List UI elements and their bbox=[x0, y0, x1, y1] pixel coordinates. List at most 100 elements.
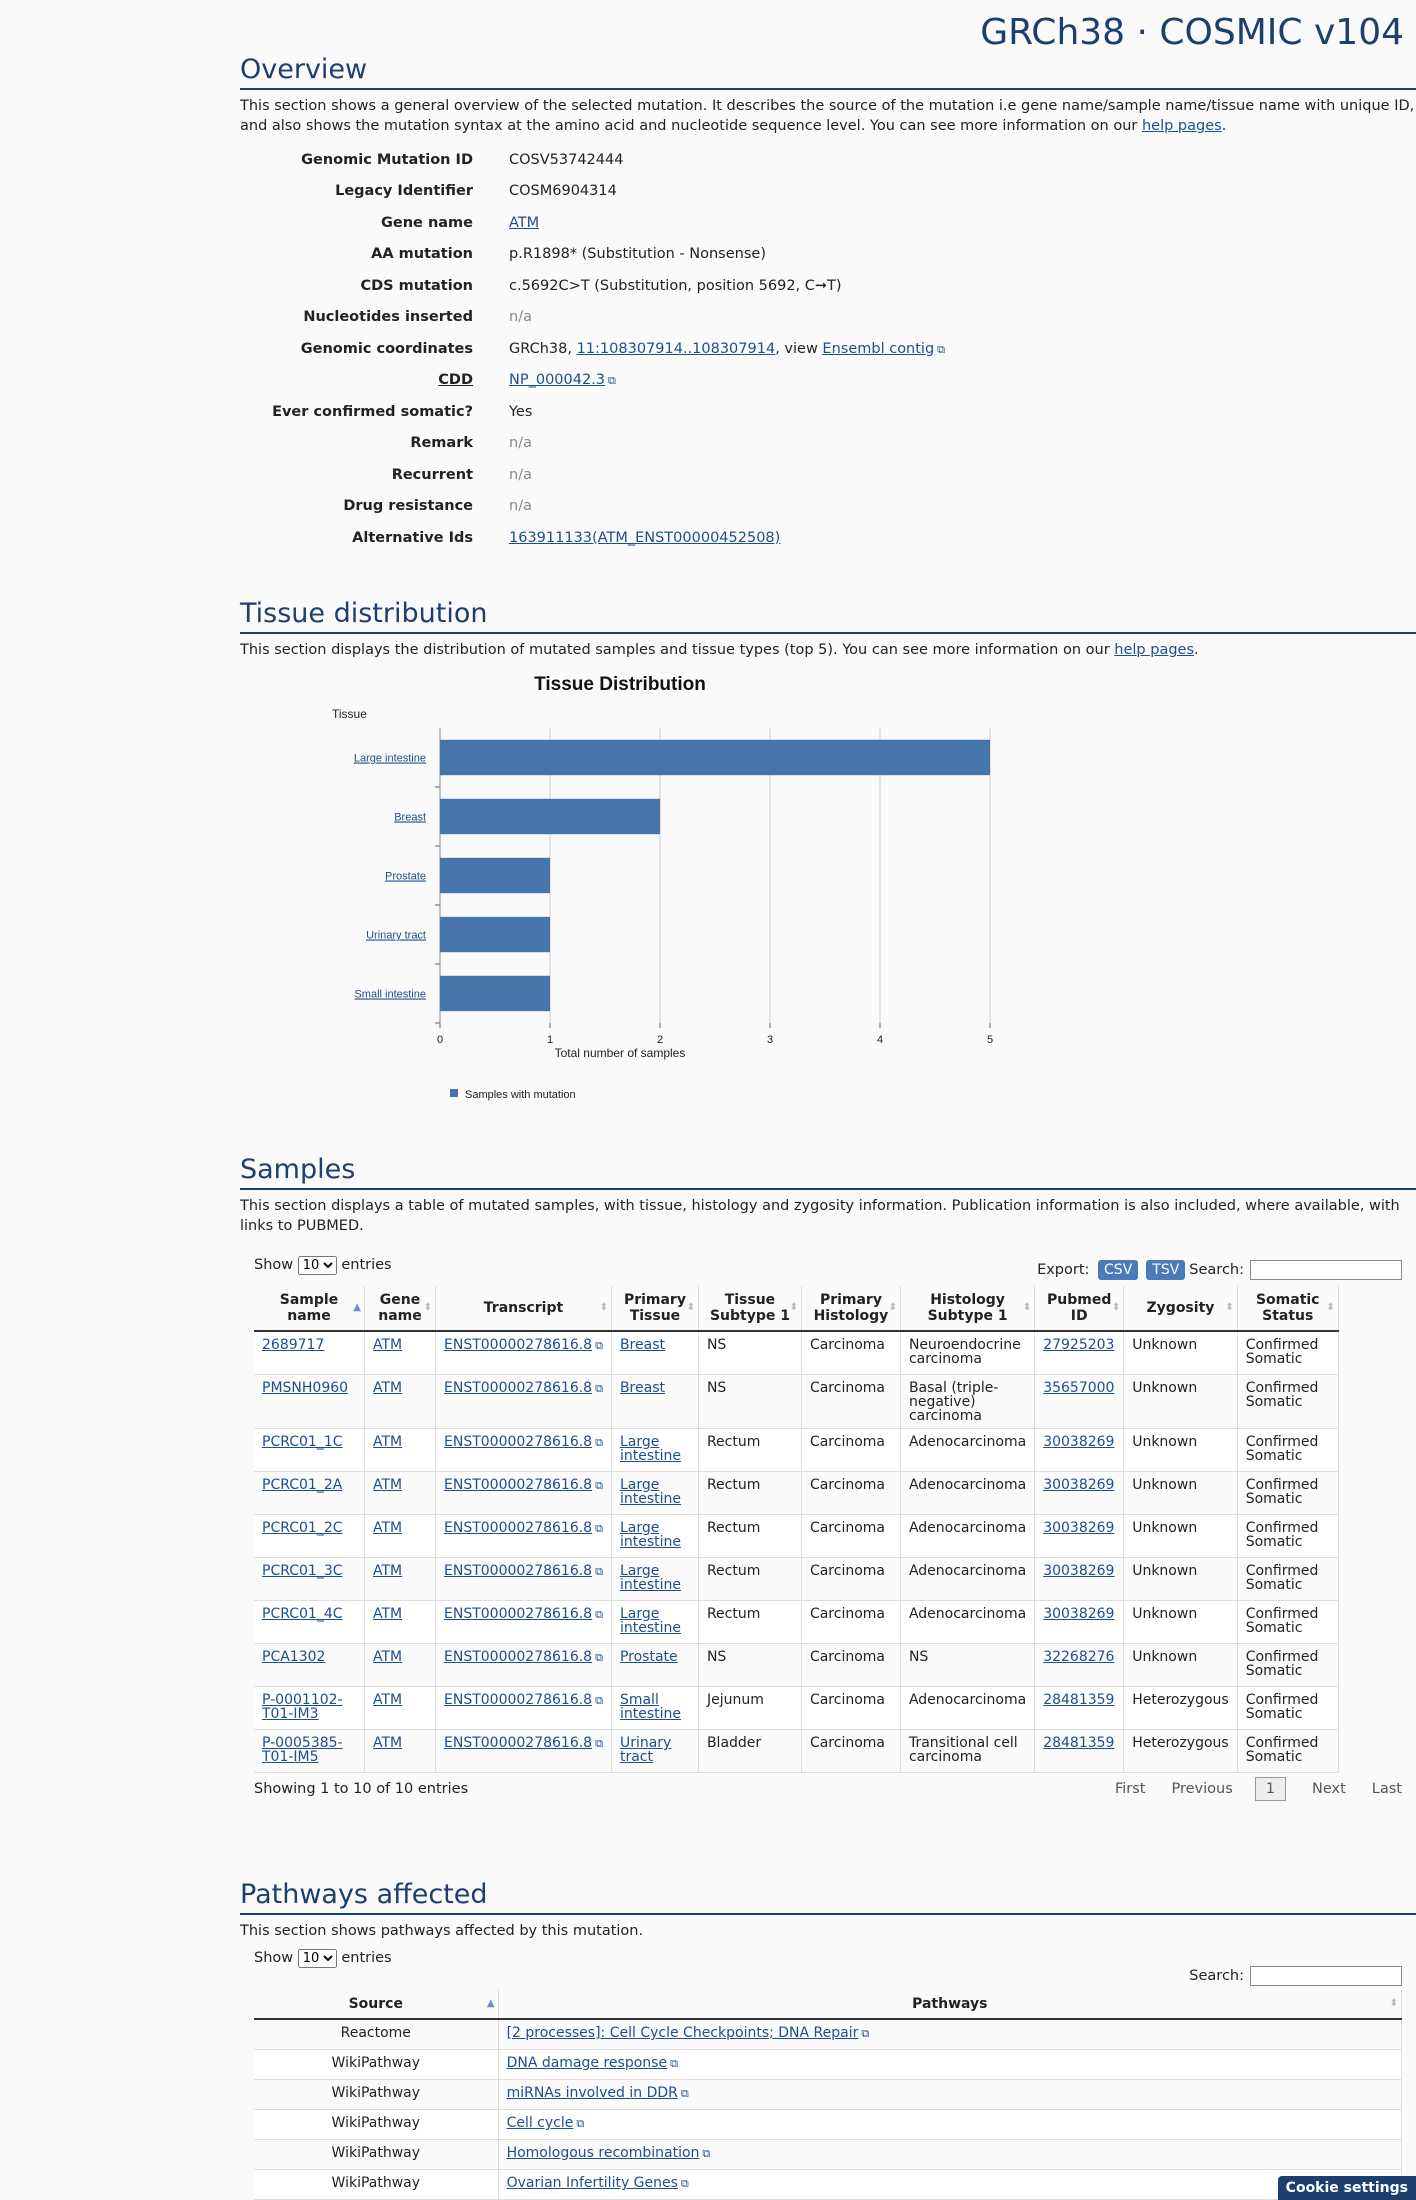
pathway-link[interactable]: Homologous recombination bbox=[506, 2145, 700, 2161]
cell-link[interactable]: P-0001102-T01-IM3 bbox=[262, 1692, 343, 1722]
pathway-link[interactable]: [2 processes]: Cell Cycle Checkpoints; D… bbox=[506, 2025, 859, 2041]
cell-link[interactable]: Large intestine bbox=[619, 1477, 681, 1507]
overview-label: AA mutation bbox=[371, 246, 473, 263]
cell-link[interactable]: Breast bbox=[619, 1337, 665, 1353]
cell-link[interactable]: ENST00000278616.8 bbox=[444, 1735, 593, 1751]
cell-link[interactable]: PCRC01_2A bbox=[262, 1477, 343, 1493]
pathway-link[interactable]: Ovarian Infertility Genes bbox=[506, 2175, 678, 2191]
cell-link[interactable]: ATM bbox=[373, 1649, 403, 1665]
cell-link[interactable]: Large intestine bbox=[619, 1563, 681, 1593]
chart-category-label[interactable]: Breast bbox=[394, 812, 426, 824]
cell-link[interactable]: ATM bbox=[373, 1434, 403, 1450]
cell-link[interactable]: 27925203 bbox=[1043, 1337, 1115, 1353]
cell-link[interactable]: P-0005385-T01-IM5 bbox=[262, 1735, 343, 1765]
cell-link[interactable]: PMSNH0960 bbox=[262, 1380, 349, 1396]
external-link-icon: ⧉ bbox=[702, 2147, 711, 2160]
pathways-column-header[interactable]: Pathways ⬍ bbox=[498, 1990, 1403, 2020]
cell-link[interactable]: ATM bbox=[373, 1380, 403, 1396]
cell-link[interactable]: ATM bbox=[373, 1606, 403, 1622]
samples-length-select[interactable]: 10 bbox=[297, 1255, 337, 1275]
cell-link[interactable]: Large intestine bbox=[619, 1520, 681, 1550]
overview-value-link[interactable]: 163911133(ATM_ENST00000452508) bbox=[509, 529, 781, 546]
overview-row: Alternative Ids 163911133(ATM_ENST0000045… bbox=[240, 522, 1416, 554]
cell-link[interactable]: ATM bbox=[373, 1735, 403, 1751]
cell-link[interactable]: ENST00000278616.8 bbox=[444, 1563, 593, 1579]
table-cell: Confirmed Somatic bbox=[1237, 1471, 1339, 1515]
pager-previous[interactable]: Previous bbox=[1171, 1781, 1233, 1797]
cell-link[interactable]: ATM bbox=[373, 1563, 403, 1579]
overview-value-link[interactable]: NP_000042.3 bbox=[509, 372, 606, 389]
cell-link[interactable]: Urinary tract bbox=[619, 1735, 672, 1765]
cell-link[interactable]: PCRC01_1C bbox=[262, 1434, 343, 1450]
genomic-coordinates-link[interactable]: 11:108307914..108307914 bbox=[576, 340, 776, 357]
cell-link[interactable]: 30038269 bbox=[1043, 1434, 1115, 1450]
samples-search-input[interactable] bbox=[1250, 1260, 1402, 1280]
pager-next[interactable]: Next bbox=[1312, 1781, 1346, 1797]
ensembl-contig-link[interactable]: Ensembl contig bbox=[822, 340, 935, 357]
cell-link[interactable]: 30038269 bbox=[1043, 1563, 1115, 1579]
cell-link[interactable]: Prostate bbox=[619, 1649, 678, 1665]
samples-column-header[interactable]: Histology Subtype 1 ⬍ bbox=[900, 1286, 1036, 1332]
pager-page-1[interactable]: 1 bbox=[1254, 1777, 1286, 1801]
pager-first[interactable]: First bbox=[1114, 1781, 1146, 1797]
cell-link[interactable]: 32268276 bbox=[1043, 1649, 1115, 1665]
cell-link[interactable]: Large intestine bbox=[619, 1434, 681, 1464]
cell-link[interactable]: ENST00000278616.8 bbox=[444, 1477, 593, 1493]
cell-link[interactable]: 30038269 bbox=[1043, 1520, 1115, 1536]
cell-link[interactable]: ATM bbox=[373, 1337, 403, 1353]
cell-link[interactable]: 30038269 bbox=[1043, 1606, 1115, 1622]
cell-link[interactable]: Large intestine bbox=[619, 1606, 681, 1636]
samples-column-header[interactable]: Pubmed ID ⬍ bbox=[1034, 1286, 1125, 1332]
samples-column-header[interactable]: Primary Histology ⬍ bbox=[801, 1286, 901, 1332]
pathways-search-input[interactable] bbox=[1250, 1966, 1402, 1986]
tsv-button[interactable]: TSV bbox=[1146, 1260, 1186, 1280]
cell-link[interactable]: ENST00000278616.8 bbox=[444, 1606, 593, 1622]
cell-link[interactable]: PCRC01_4C bbox=[262, 1606, 343, 1622]
cell-link[interactable]: 28481359 bbox=[1043, 1692, 1115, 1708]
samples-column-header[interactable]: Transcript ⬍ bbox=[435, 1286, 612, 1332]
help-pages-link[interactable]: help pages bbox=[1141, 118, 1222, 134]
cell-link[interactable]: 2689717 bbox=[262, 1337, 325, 1353]
cell-link[interactable]: ENST00000278616.8 bbox=[444, 1692, 593, 1708]
pathway-link[interactable]: miRNAs involved in DDR bbox=[506, 2085, 678, 2101]
cell-link[interactable]: Small intestine bbox=[619, 1692, 681, 1722]
help-pages-link-2[interactable]: help pages bbox=[1114, 642, 1195, 658]
chart-category-label[interactable]: Large intestine bbox=[354, 753, 426, 765]
pathway-link[interactable]: Cell cycle bbox=[506, 2115, 574, 2131]
pager-last[interactable]: Last bbox=[1371, 1781, 1402, 1797]
pathways-length-select[interactable]: 10 bbox=[297, 1949, 337, 1968]
cell-link[interactable]: 35657000 bbox=[1043, 1380, 1115, 1396]
pathways-table: Source ▲ Pathways ⬍ Reactome [2 processes]: … bbox=[254, 1990, 1403, 2200]
cell-link[interactable]: ATM bbox=[373, 1692, 403, 1708]
samples-column-header[interactable]: Somatic Status ⬍ bbox=[1237, 1286, 1339, 1332]
pathway-link[interactable]: DNA damage response bbox=[506, 2055, 668, 2071]
overview-value-link[interactable]: ATM bbox=[509, 214, 540, 231]
cell-link[interactable]: ENST00000278616.8 bbox=[444, 1434, 593, 1450]
cell-link[interactable]: Breast bbox=[619, 1380, 665, 1396]
samples-column-header[interactable]: Gene name ⬍ bbox=[364, 1286, 436, 1332]
cell-link[interactable]: PCRC01_2C bbox=[262, 1520, 343, 1536]
table-cell: 27925203 bbox=[1034, 1331, 1125, 1375]
cell-link[interactable]: ENST00000278616.8 bbox=[444, 1649, 593, 1665]
overview-row: CDD NP_000042.3 ⧉ bbox=[240, 365, 1416, 397]
samples-column-header[interactable]: Tissue Subtype 1 ⬍ bbox=[698, 1286, 802, 1332]
cookie-settings-button[interactable]: Cookie settings bbox=[1277, 2176, 1416, 2200]
cell-link[interactable]: 30038269 bbox=[1043, 1477, 1115, 1493]
cell-link[interactable]: ENST00000278616.8 bbox=[444, 1520, 593, 1536]
chart-category-label[interactable]: Prostate bbox=[385, 871, 426, 883]
samples-column-header[interactable]: Primary Tissue ⬍ bbox=[611, 1286, 699, 1332]
samples-column-header[interactable]: Sample name ▲ bbox=[254, 1286, 365, 1332]
overview-label: Alternative Ids bbox=[352, 529, 473, 546]
cell-link[interactable]: ENST00000278616.8 bbox=[444, 1337, 593, 1353]
cell-link[interactable]: ENST00000278616.8 bbox=[444, 1380, 593, 1396]
pathways-column-header[interactable]: Source ▲ bbox=[254, 1990, 499, 2020]
samples-column-header[interactable]: Zygosity ⬍ bbox=[1123, 1286, 1238, 1332]
chart-category-label[interactable]: Small intestine bbox=[354, 989, 426, 1001]
cell-link[interactable]: ATM bbox=[373, 1520, 403, 1536]
chart-category-label[interactable]: Urinary tract bbox=[366, 930, 426, 942]
cell-link[interactable]: PCA1302 bbox=[262, 1649, 326, 1665]
cell-link[interactable]: PCRC01_3C bbox=[262, 1563, 343, 1579]
csv-button[interactable]: CSV bbox=[1098, 1260, 1139, 1280]
cell-link[interactable]: 28481359 bbox=[1043, 1735, 1115, 1751]
cell-link[interactable]: ATM bbox=[373, 1477, 403, 1493]
